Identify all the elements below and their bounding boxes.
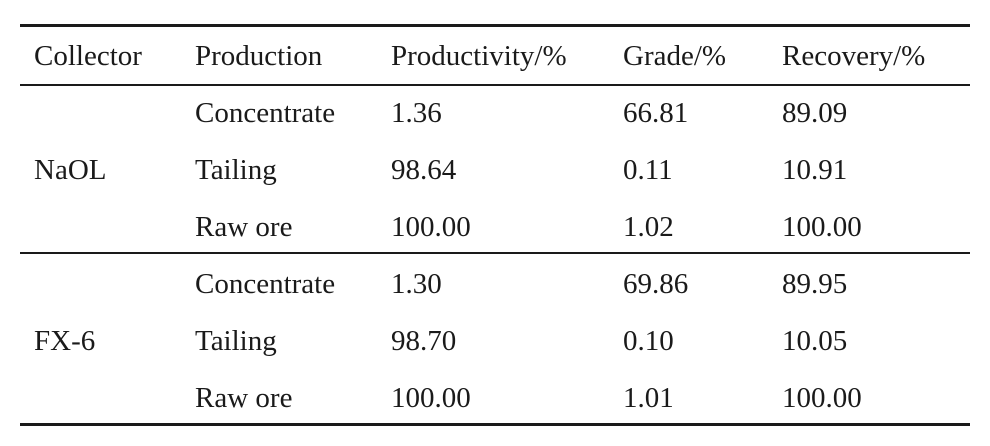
- grade-cell: 0.10: [623, 325, 674, 357]
- header-recovery: Recovery/%: [782, 40, 926, 72]
- productivity-cell: 1.36: [391, 97, 442, 129]
- header-productivity: Productivity/%: [391, 40, 567, 72]
- header-bottom-rule: [20, 84, 970, 86]
- grade-cell: 69.86: [623, 268, 689, 300]
- recovery-cell: 100.00: [782, 211, 862, 243]
- header-collector: Collector: [34, 40, 142, 72]
- production-cell: Raw ore: [195, 382, 293, 414]
- grade-cell: 1.02: [623, 211, 674, 243]
- productivity-cell: 100.00: [391, 382, 471, 414]
- production-cell: Concentrate: [195, 97, 336, 129]
- production-cell: Concentrate: [195, 268, 336, 300]
- production-cell: Raw ore: [195, 211, 293, 243]
- collector-label: FX-6: [34, 325, 96, 357]
- productivity-cell: 100.00: [391, 211, 471, 243]
- header-grade: Grade/%: [623, 40, 727, 72]
- production-cell: Tailing: [195, 154, 277, 186]
- grade-cell: 1.01: [623, 382, 674, 414]
- recovery-cell: 100.00: [782, 382, 862, 414]
- productivity-cell: 1.30: [391, 268, 442, 300]
- header-production: Production: [195, 40, 323, 72]
- collector-label: NaOL: [34, 154, 107, 186]
- recovery-cell: 10.91: [782, 154, 848, 186]
- grade-cell: 66.81: [623, 97, 689, 129]
- productivity-cell: 98.70: [391, 325, 457, 357]
- table-top-rule: [20, 24, 970, 27]
- productivity-cell: 98.64: [391, 154, 457, 186]
- recovery-cell: 89.95: [782, 268, 848, 300]
- recovery-cell: 89.09: [782, 97, 848, 129]
- grade-cell: 0.11: [623, 154, 673, 186]
- recovery-cell: 10.05: [782, 325, 848, 357]
- production-cell: Tailing: [195, 325, 277, 357]
- table-bottom-rule: [20, 423, 970, 426]
- group-divider-rule: [20, 252, 970, 254]
